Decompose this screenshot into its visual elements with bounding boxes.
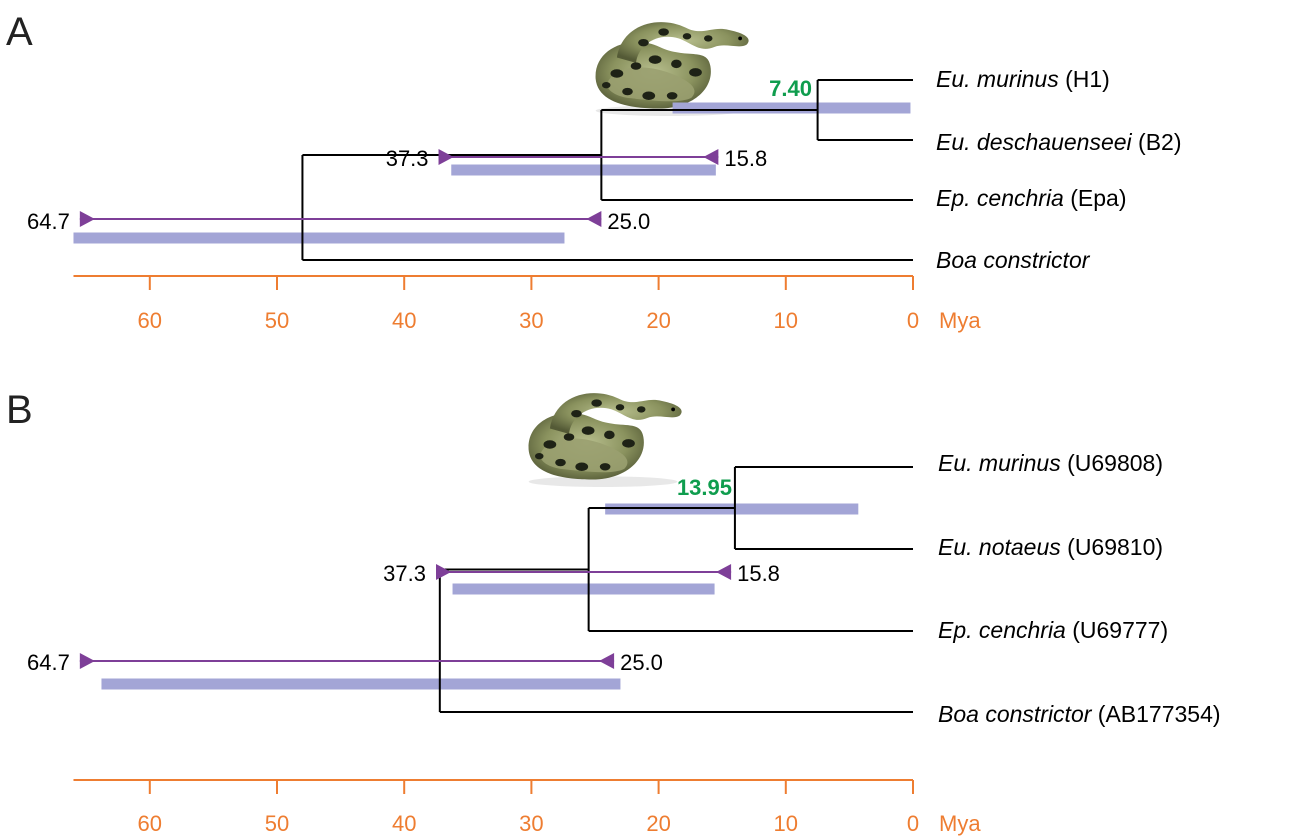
calibration-max-marker [599,653,615,669]
axis-tick-label: 30 [519,308,543,333]
time-axis: 60 50 40 30 20 10 0 Mya [73,275,981,333]
tree-branches [438,466,913,713]
time-axis: 60 50 40 30 20 10 0 Mya [73,779,981,836]
panel-a: A 37.3 15.8 64.7 25.0 60 50 40 30 20 10 0 Mya 7.40… [6,10,1182,333]
axis-tick-label: 20 [646,811,670,836]
calibration-upper-label: 37.3 [383,561,426,586]
taxon-label: Eu. deschauenseei (B2) [936,129,1182,155]
hpd-bar [101,678,621,690]
calibration-max-marker [703,149,719,165]
tree-branches [301,79,913,261]
hpd-interval-bars [73,102,911,244]
axis-tick-label: 20 [646,308,670,333]
calibration-intervals: 37.3 15.8 64.7 25.0 [27,146,767,234]
hpd-bar [451,164,716,176]
axis-unit-label: Mya [939,308,981,333]
hpd-bar [672,102,911,114]
axis-tick-label: 60 [138,811,162,836]
hpd-bar [452,583,715,595]
calibration-min-marker [79,211,95,227]
divergence-label: 7.40 [769,76,812,101]
calibration-upper-label: 37.3 [386,146,429,171]
calibration-max-marker [716,564,732,580]
calibration-intervals: 37.3 15.8 64.7 25.0 [27,561,780,675]
taxon-label: Boa constrictor (AB177354) [938,701,1221,727]
taxon-label: Boa constrictor [936,247,1091,273]
anaconda-snake-image [595,22,749,116]
axis-tick-label: 50 [265,308,289,333]
axis-tick-label: 10 [774,811,798,836]
axis-tick-label: 10 [774,308,798,333]
calibration-lower-label: 15.8 [724,146,767,171]
calibration-upper-label: 64.7 [27,650,70,675]
axis-tick-label: 0 [907,308,919,333]
axis-tick-label: 40 [392,308,416,333]
calibration-min-marker [436,564,451,580]
axis-tick-label: 50 [265,811,289,836]
axis-tick-label: 0 [907,811,919,836]
axis-unit-label: Mya [939,811,981,836]
calibration-min-marker [438,149,454,165]
calibration-upper-label: 64.7 [27,209,70,234]
taxon-label: Ep. cenchria (Epa) [936,185,1127,211]
taxon-label: Eu. notaeus (U69810) [938,534,1163,560]
panel-label: A [6,10,33,54]
taxon-label: Eu. murinus (U69808) [938,450,1163,476]
axis-tick-label: 40 [392,811,416,836]
divergence-label: 13.95 [677,475,732,500]
panel-b: B 37.3 15.8 64.7 25.0 60 50 40 30 20 10 0 Mya 13.9… [6,388,1221,836]
anaconda-snake-image [528,393,682,487]
axis-tick-label: 30 [519,811,543,836]
panel-label: B [6,388,33,432]
taxon-label: Eu. murinus (H1) [936,66,1110,92]
taxon-label: Ep. cenchria (U69777) [938,617,1168,643]
calibration-min-marker [79,653,95,669]
calibration-max-marker [586,211,602,227]
calibration-lower-label: 25.0 [607,209,650,234]
calibration-lower-label: 15.8 [737,561,780,586]
axis-tick-label: 60 [138,308,162,333]
hpd-bar [73,232,565,244]
calibration-lower-label: 25.0 [620,650,663,675]
